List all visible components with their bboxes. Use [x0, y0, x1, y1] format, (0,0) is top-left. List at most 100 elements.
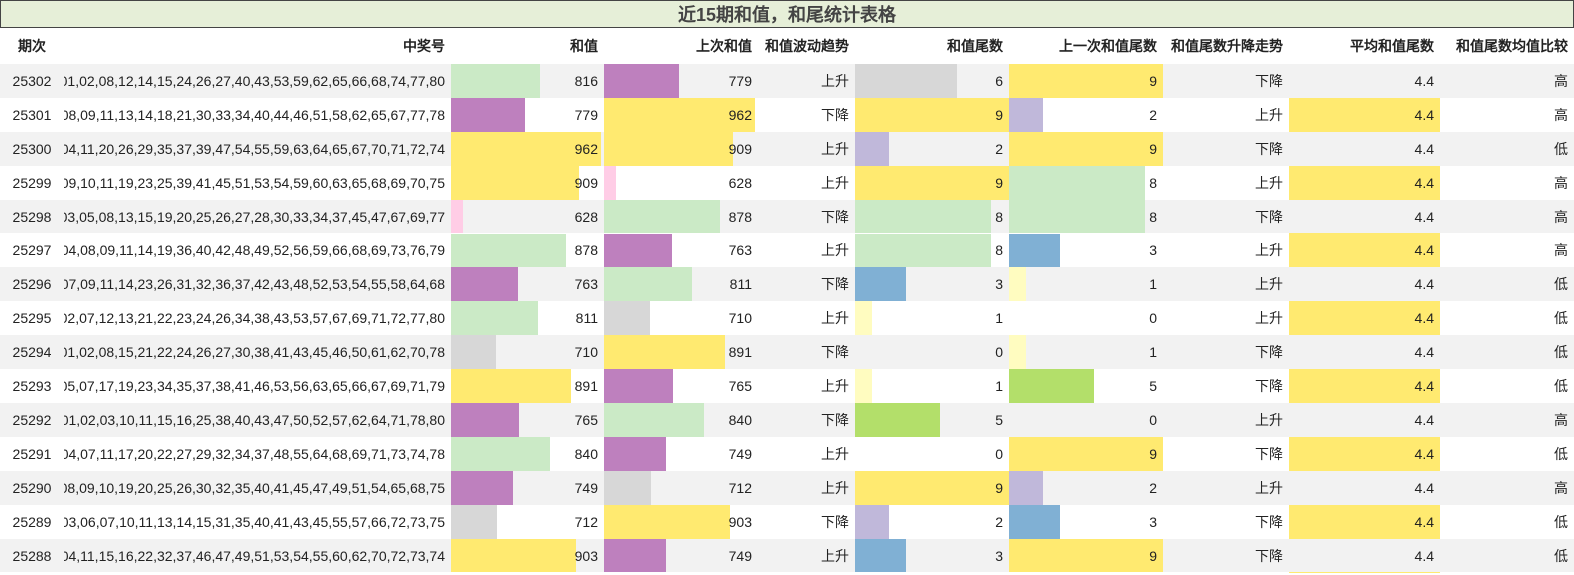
cell-tail[interactable]: 1 [855, 369, 1009, 403]
cell-sum-trend[interactable]: 上升 [758, 369, 855, 403]
cell-prev-sum[interactable]: 749 [604, 538, 758, 573]
cell-numbers[interactable]: 04,08,09,11,14,19,36,40,42,48,49,52,56,5… [64, 234, 451, 268]
cell-avg-compare[interactable]: 高 [1440, 403, 1574, 437]
cell-prev-tail[interactable]: 0 [1009, 301, 1163, 335]
cell-tail-trend[interactable]: 下降 [1163, 200, 1289, 234]
cell-sum-trend[interactable]: 上升 [758, 471, 855, 505]
cell-avg-tail[interactable]: 4.4 [1289, 505, 1440, 539]
cell-period[interactable]: 25299 [0, 166, 64, 200]
cell-avg-compare[interactable]: 低 [1440, 132, 1574, 166]
cell-numbers[interactable]: 08,09,11,13,14,18,21,30,33,34,40,44,46,5… [64, 98, 451, 132]
cell-tail-trend[interactable]: 下降 [1163, 505, 1289, 539]
header-avg-compare[interactable]: 和值尾数均值比较 [1456, 38, 1568, 54]
cell-avg-compare[interactable]: 高 [1440, 64, 1574, 98]
cell-prev-tail[interactable]: 9 [1009, 131, 1163, 166]
cell-prev-tail[interactable]: 2 [1009, 97, 1163, 132]
cell-avg-compare[interactable]: 低 [1440, 437, 1574, 471]
cell-tail-trend[interactable]: 上升 [1163, 267, 1289, 301]
cell-avg-tail[interactable]: 4.4 [1289, 403, 1440, 437]
cell-sum-trend[interactable]: 上升 [758, 301, 855, 335]
cell-avg-tail[interactable]: 4.4 [1289, 166, 1440, 200]
cell-sum[interactable]: 712 [451, 504, 604, 539]
cell-sum-trend[interactable]: 下降 [758, 505, 855, 539]
cell-sum-trend[interactable]: 上升 [758, 234, 855, 268]
cell-avg-tail[interactable]: 4.4 [1289, 98, 1440, 132]
cell-avg-compare[interactable]: 高 [1440, 234, 1574, 268]
cell-avg-compare[interactable]: 低 [1440, 369, 1574, 403]
cell-tail-trend[interactable]: 上升 [1163, 301, 1289, 335]
cell-period[interactable]: 25300 [0, 132, 64, 166]
cell-tail[interactable]: 1 [855, 301, 1009, 336]
header-prev-tail[interactable]: 上一次和值尾数 [1059, 38, 1157, 54]
cell-prev-sum[interactable]: 710 [604, 301, 758, 336]
cell-sum[interactable]: 840 [451, 436, 604, 471]
cell-numbers[interactable]: 03,05,08,13,15,19,20,25,26,27,28,30,33,3… [64, 200, 451, 234]
cell-sum[interactable]: 811 [451, 301, 604, 336]
cell-tail[interactable]: 9 [855, 470, 1009, 505]
cell-numbers[interactable]: 09,10,11,19,23,25,39,41,45,51,53,54,59,6… [64, 166, 451, 200]
cell-prev-sum[interactable]: 628 [604, 165, 758, 200]
cell-sum-trend[interactable]: 下降 [758, 200, 855, 234]
cell-tail-trend[interactable]: 下降 [1163, 335, 1289, 369]
header-tail[interactable]: 和值尾数 [947, 38, 1003, 54]
cell-avg-compare[interactable]: 低 [1440, 539, 1574, 573]
cell-numbers[interactable]: 01,02,08,12,14,15,24,26,27,40,43,53,59,6… [64, 64, 451, 98]
cell-sum-trend[interactable]: 下降 [758, 98, 855, 132]
cell-period[interactable]: 25301 [0, 98, 64, 132]
cell-numbers[interactable]: 01,02,08,15,21,22,24,26,27,30,38,41,43,4… [64, 335, 451, 369]
cell-sum-trend[interactable]: 上升 [758, 539, 855, 573]
cell-sum-trend[interactable]: 上升 [758, 166, 855, 200]
cell-period[interactable]: 25297 [0, 234, 64, 268]
cell-tail-trend[interactable]: 上升 [1163, 166, 1289, 200]
cell-period[interactable]: 25293 [0, 369, 64, 403]
cell-numbers[interactable]: 04,07,11,17,20,22,27,29,32,34,37,48,55,6… [64, 437, 451, 471]
cell-sum[interactable]: 779 [451, 97, 604, 132]
cell-sum[interactable]: 909 [451, 165, 604, 200]
cell-avg-compare[interactable]: 高 [1440, 98, 1574, 132]
cell-sum[interactable]: 765 [451, 403, 604, 437]
header-prev-sum[interactable]: 上次和值 [696, 38, 752, 54]
cell-avg-tail[interactable]: 4.4 [1289, 335, 1440, 369]
cell-prev-tail[interactable]: 8 [1009, 165, 1163, 200]
cell-sum[interactable]: 891 [451, 369, 604, 403]
cell-prev-tail[interactable]: 2 [1009, 470, 1163, 505]
cell-avg-tail[interactable]: 4.4 [1289, 64, 1440, 98]
cell-tail[interactable]: 8 [855, 233, 1009, 268]
cell-numbers[interactable]: 01,02,03,10,11,15,16,25,38,40,43,47,50,5… [64, 403, 451, 437]
cell-avg-tail[interactable]: 4.4 [1289, 369, 1440, 403]
cell-tail-trend[interactable]: 上升 [1163, 403, 1289, 437]
cell-prev-sum[interactable]: 712 [604, 470, 758, 505]
cell-tail[interactable]: 9 [855, 97, 1009, 132]
cell-avg-compare[interactable]: 低 [1440, 335, 1574, 369]
cell-tail[interactable]: 2 [855, 504, 1009, 539]
cell-tail-trend[interactable]: 上升 [1163, 471, 1289, 505]
cell-sum-trend[interactable]: 上升 [758, 132, 855, 166]
header-numbers[interactable]: 中奖号 [403, 38, 445, 54]
cell-tail-trend[interactable]: 下降 [1163, 132, 1289, 166]
cell-prev-sum[interactable]: 779 [604, 64, 758, 98]
cell-tail-trend[interactable]: 下降 [1163, 539, 1289, 573]
cell-avg-tail[interactable]: 4.4 [1289, 200, 1440, 234]
cell-sum[interactable]: 710 [451, 335, 604, 370]
header-sum[interactable]: 和值 [570, 38, 598, 54]
cell-prev-sum[interactable]: 909 [604, 131, 758, 166]
cell-tail[interactable]: 9 [855, 165, 1009, 200]
cell-period[interactable]: 25290 [0, 471, 64, 505]
cell-prev-sum[interactable]: 749 [604, 436, 758, 471]
cell-sum[interactable]: 628 [451, 199, 604, 234]
cell-tail-trend[interactable]: 下降 [1163, 437, 1289, 471]
cell-prev-tail[interactable]: 1 [1009, 267, 1163, 302]
cell-tail[interactable]: 8 [855, 199, 1009, 234]
cell-tail-trend[interactable]: 上升 [1163, 98, 1289, 132]
cell-avg-tail[interactable]: 4.4 [1289, 539, 1440, 573]
cell-sum[interactable]: 763 [451, 267, 604, 302]
cell-sum[interactable]: 962 [451, 131, 604, 166]
cell-avg-compare[interactable]: 高 [1440, 200, 1574, 234]
header-tail-trend[interactable]: 和值尾数升降走势 [1171, 38, 1283, 54]
cell-numbers[interactable]: 07,09,11,14,23,26,31,32,36,37,42,43,48,5… [64, 267, 451, 301]
cell-numbers[interactable]: 02,07,12,13,21,22,23,24,26,34,38,43,53,5… [64, 301, 451, 335]
cell-sum-trend[interactable]: 上升 [758, 64, 855, 98]
cell-prev-sum[interactable]: 891 [604, 335, 758, 370]
cell-avg-compare[interactable]: 高 [1440, 471, 1574, 505]
cell-avg-tail[interactable]: 4.4 [1289, 471, 1440, 505]
